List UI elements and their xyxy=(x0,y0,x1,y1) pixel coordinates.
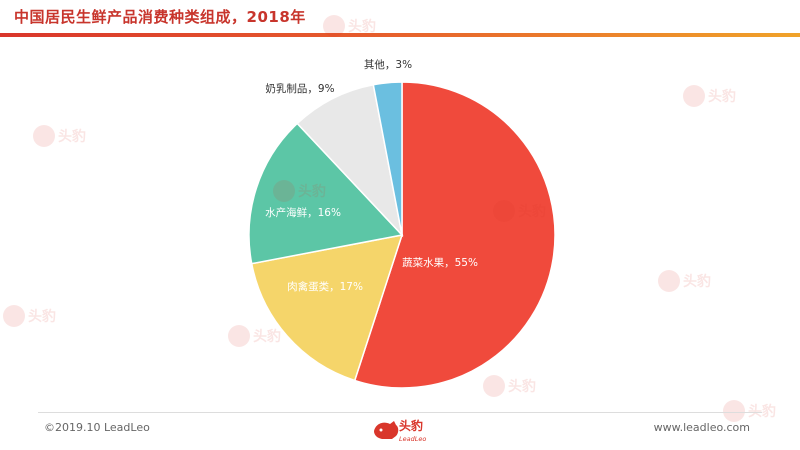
svg-text:头豹: 头豹 xyxy=(748,403,776,420)
watermark-logo-icon: 头豹 xyxy=(3,305,56,327)
pie-slice-2 xyxy=(250,234,404,382)
leadleo-logo-icon: 头豹 LeadLeo xyxy=(374,418,426,443)
watermark-logo-icon: 头豹 xyxy=(723,400,776,422)
pie-label-2: 肉禽蛋类，17% xyxy=(287,280,363,293)
title-underline xyxy=(0,33,800,37)
svg-text:头豹: 头豹 xyxy=(58,128,86,145)
watermark-logo-icon: 头豹 xyxy=(658,270,711,292)
pie-slice-3 xyxy=(248,122,404,265)
svg-text:头豹: 头豹 xyxy=(683,273,711,290)
svg-text:头豹: 头豹 xyxy=(298,183,326,200)
watermark-logo-icon: 头豹 xyxy=(323,15,376,37)
watermark-logo-icon: 头豹 xyxy=(483,375,536,397)
watermark-logo-icon: 头豹 xyxy=(273,180,326,202)
watermark-logo-icon: 头豹 xyxy=(33,125,86,147)
watermark-logo-icon: 头豹 xyxy=(493,200,546,222)
pie-slice-5 xyxy=(372,81,403,236)
pie-label-5: 其他，3% xyxy=(364,58,412,71)
svg-text:头豹: 头豹 xyxy=(348,18,376,35)
copyright-text: ©2019.10 LeadLeo xyxy=(44,421,150,434)
svg-text:头豹: 头豹 xyxy=(508,378,536,395)
pie-slice-4 xyxy=(296,83,404,238)
footer-divider xyxy=(38,412,762,413)
svg-text:头豹: 头豹 xyxy=(708,88,736,105)
svg-text:头豹: 头豹 xyxy=(253,328,281,345)
watermark-logo-icon: 头豹 xyxy=(683,85,736,107)
pie-label-3: 水产海鲜，16% xyxy=(265,206,341,219)
pie-label-1: 蔬菜水果，55% xyxy=(402,257,478,269)
watermark-logo-icon: 头豹 xyxy=(228,325,281,347)
pie-slice-1 xyxy=(353,81,556,389)
page-title: 中国居民生鲜产品消费种类组成，2018年 xyxy=(14,8,306,26)
svg-text:LeadLeo: LeadLeo xyxy=(399,435,426,443)
website-link[interactable]: www.leadleo.com xyxy=(653,421,750,434)
svg-text:头豹: 头豹 xyxy=(518,203,546,220)
svg-text:头豹: 头豹 xyxy=(28,308,56,325)
pie-label-4: 奶乳制品，9% xyxy=(265,82,334,95)
svg-text:头豹: 头豹 xyxy=(399,418,423,433)
